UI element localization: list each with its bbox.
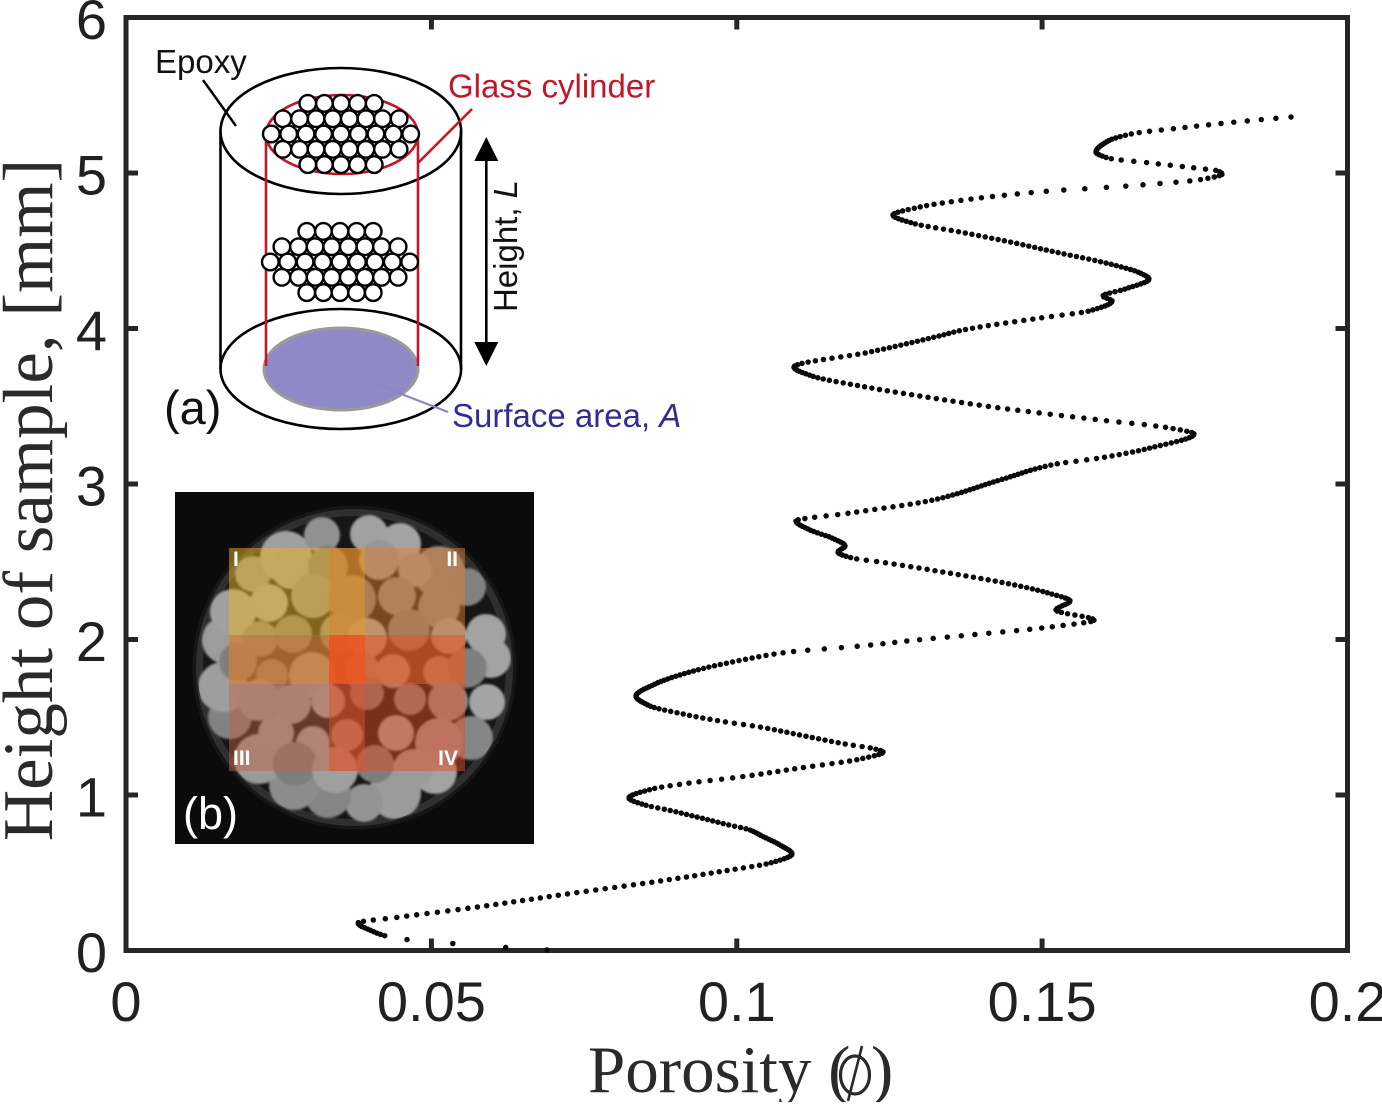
svg-text:): ) — [871, 1033, 893, 1102]
svg-text:0: 0 — [110, 970, 141, 1033]
svg-text:3: 3 — [76, 455, 107, 518]
svg-text:6: 6 — [76, 0, 107, 51]
svg-text:Surface area, A: Surface area, A — [452, 397, 681, 434]
svg-text:5: 5 — [76, 144, 107, 207]
svg-text:III: III — [233, 747, 251, 770]
svg-text:Porosity (: Porosity ( — [588, 1033, 850, 1102]
svg-text:1: 1 — [76, 766, 107, 829]
svg-text:Epoxy: Epoxy — [155, 43, 247, 80]
svg-text:0: 0 — [76, 921, 107, 984]
svg-text:IV: IV — [438, 747, 458, 770]
svg-text:0.05: 0.05 — [377, 970, 486, 1033]
svg-text:4: 4 — [76, 299, 107, 362]
svg-text:0.2: 0.2 — [1309, 970, 1382, 1033]
svg-text:(a): (a) — [164, 381, 221, 434]
svg-text:0.1: 0.1 — [698, 970, 776, 1033]
svg-text:Glass cylinder: Glass cylinder — [448, 68, 655, 105]
svg-text:2: 2 — [76, 610, 107, 673]
svg-text:(b): (b) — [183, 788, 238, 839]
svg-text:0.15: 0.15 — [988, 970, 1097, 1033]
svg-text:I: I — [233, 548, 239, 571]
svg-text:Height, L: Height, L — [487, 180, 524, 312]
svg-text:Height of sample, [mm]: Height of sample, [mm] — [0, 159, 68, 841]
svg-text:II: II — [446, 548, 458, 571]
